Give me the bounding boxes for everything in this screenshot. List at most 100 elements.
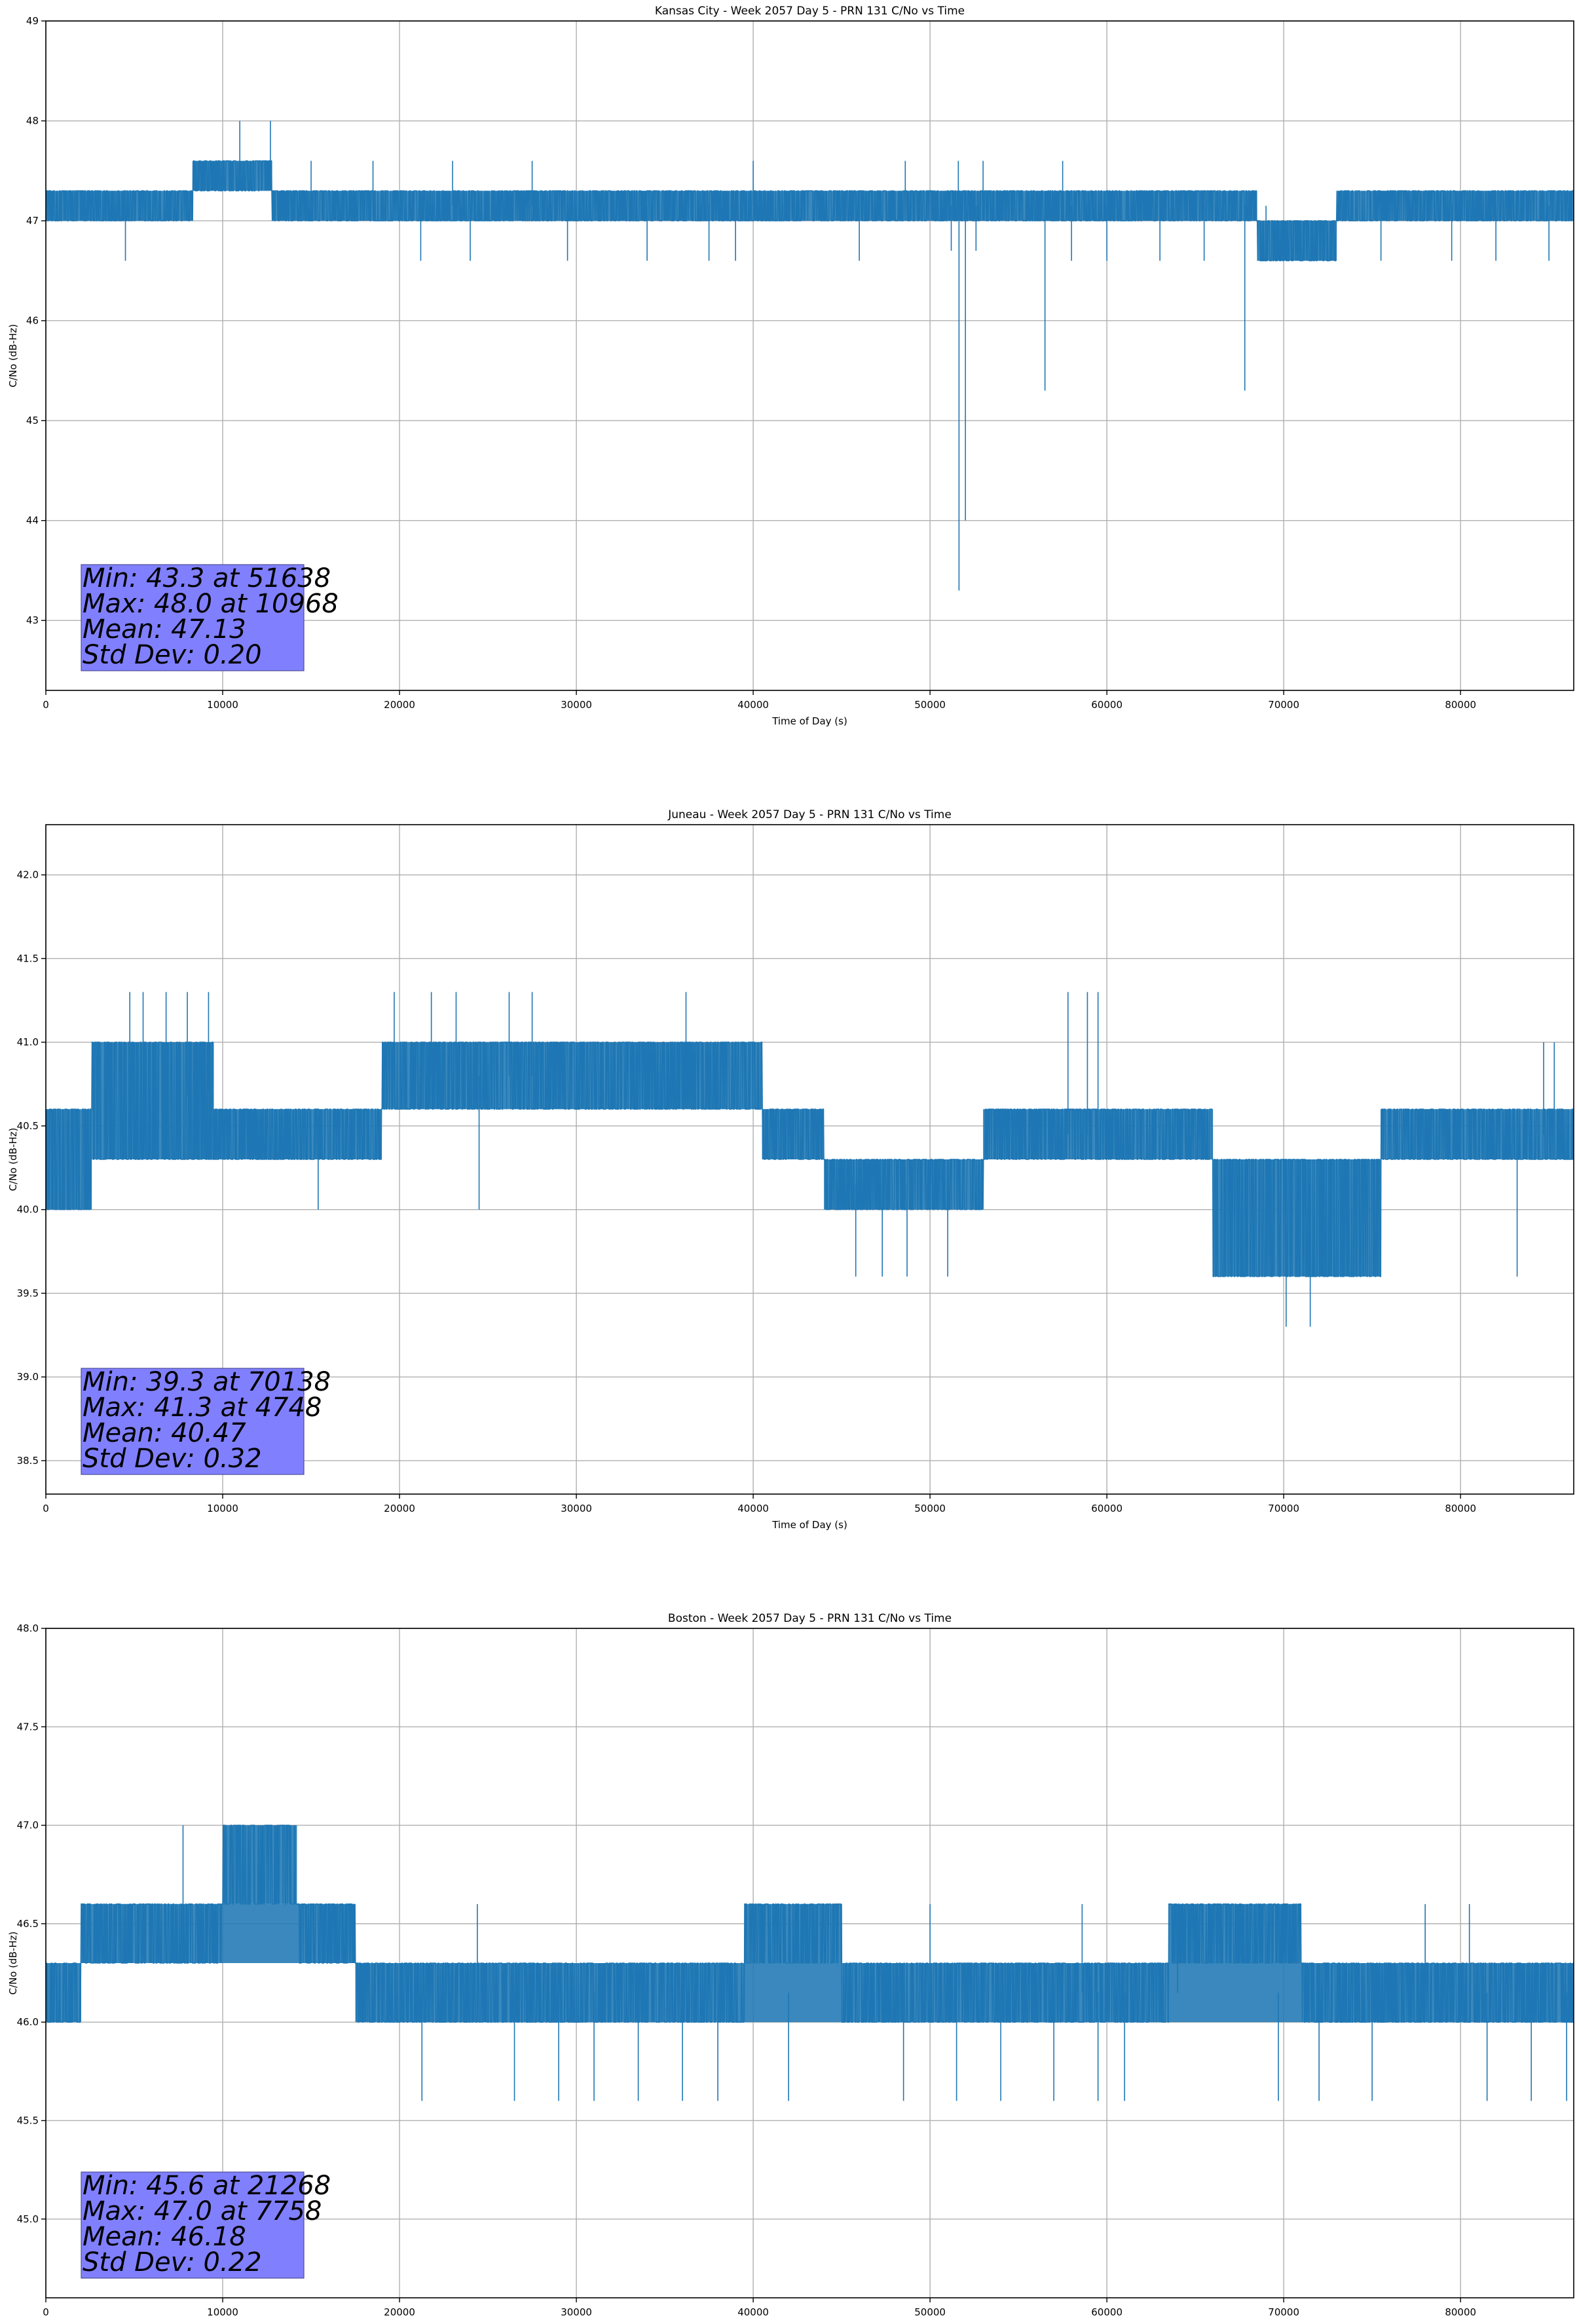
series-band: [1337, 191, 1574, 221]
series-band: [46, 1109, 92, 1210]
y-tick-label: 41.5: [17, 952, 39, 964]
series-band: [824, 1159, 984, 1210]
y-tick-label: 45.5: [17, 2114, 39, 2126]
y-tick-label: 46.5: [17, 1918, 39, 1930]
stats-background: [81, 564, 305, 671]
y-tick-label: 43: [26, 614, 39, 626]
stats-background: [81, 2171, 305, 2279]
series-band: [1213, 1159, 1381, 1277]
stats-background: [81, 1368, 305, 1475]
y-axis-label: C/No (dB-Hz): [7, 1932, 19, 1995]
stats-line: Min: 39.3 at 70138: [83, 1367, 331, 1397]
chart-panel-1: 0 10000 20000 30000 40000 50000 60000 70000 8000…: [7, 5, 1574, 727]
y-tick-label: 47.5: [17, 1721, 39, 1733]
y-tick-label: 48.0: [17, 1622, 39, 1634]
axes-frame: [45, 20, 1574, 691]
x-tick-label: 60000: [1091, 2306, 1122, 2318]
series-band: [92, 1042, 214, 1159]
x-tick-label: 50000: [914, 2306, 946, 2318]
y-axis-label: C/No (dB-Hz): [7, 1128, 19, 1191]
y-axis-label: C/No (dB-Hz): [7, 324, 19, 388]
x-tick-label: 0: [43, 699, 49, 711]
y-tick-label: 42.0: [17, 869, 39, 881]
y-tick-label: 46.0: [17, 2016, 39, 2028]
chart-title: Kansas City - Week 2057 Day 5 - PRN 131 …: [655, 5, 965, 18]
x-tick-label: 30000: [561, 1503, 592, 1514]
chart-title: Juneau - Week 2057 Day 5 - PRN 131 C/No …: [667, 808, 952, 821]
y-tick-label: 44: [26, 515, 39, 527]
series-band: [193, 160, 272, 191]
series-line-group: [46, 121, 1574, 591]
x-tick-label: 70000: [1268, 2306, 1299, 2318]
stats-line: Max: 48.0 at 10968: [83, 589, 339, 619]
x-tick-label: 10000: [207, 699, 238, 711]
x-tick-label: 0: [43, 1503, 49, 1514]
stats-line: Min: 45.6 at 21268: [83, 2171, 331, 2201]
y-tick-label: 41.0: [17, 1036, 39, 1048]
stats-line: Mean: 47.13: [83, 614, 246, 645]
stats-line: Std Dev: 0.32: [83, 1444, 262, 1474]
series-band: [762, 1109, 825, 1159]
x-tick-label: 20000: [384, 2306, 415, 2318]
x-tick-label: 60000: [1091, 699, 1122, 711]
stats-line: Mean: 40.47: [83, 1418, 246, 1448]
x-tick-label: 20000: [384, 1503, 415, 1514]
series-line-group: [46, 992, 1574, 1327]
chart-panel-2: 0 10000 20000 30000 40000 50000 60000 70000 8000…: [7, 808, 1574, 1531]
stats-line: Std Dev: 0.20: [83, 640, 262, 670]
y-tick-label: 45.0: [17, 2213, 39, 2225]
y-tick-label: 39.0: [17, 1371, 39, 1383]
series-band: [272, 191, 1257, 221]
stats-line: Mean: 46.18: [83, 2222, 246, 2252]
series-band: [382, 1042, 762, 1110]
series-band: [81, 1903, 356, 1963]
stats-line: Min: 43.3 at 51638: [83, 563, 331, 593]
y-tick-label: 48: [26, 115, 39, 127]
y-tick-label: 45: [26, 415, 39, 426]
stats-line: Max: 41.3 at 4748: [83, 1393, 322, 1423]
series-band: [1168, 1903, 1302, 1963]
x-axis-label: Time of Day (s): [771, 1519, 847, 1531]
stats-line: Max: 47.0 at 7758: [83, 2196, 322, 2226]
x-tick-label: 80000: [1445, 1503, 1476, 1514]
x-tick-label: 80000: [1445, 2306, 1476, 2318]
x-tick-label: 40000: [737, 2306, 769, 2318]
series-band: [744, 1903, 842, 1963]
chart-panel-3: 0 10000 20000 30000 40000 50000 60000 70000 8000…: [7, 1612, 1574, 2324]
x-tick-label: 40000: [737, 1503, 769, 1514]
y-tick-label: 39.5: [17, 1287, 39, 1299]
x-tick-label: 30000: [561, 699, 592, 711]
x-tick-label: 60000: [1091, 1503, 1122, 1514]
y-tick-label: 49: [26, 15, 39, 27]
series-band: [223, 1825, 297, 1904]
x-tick-label: 0: [43, 2306, 49, 2318]
axes-frame: [45, 824, 1574, 1495]
y-tick-label: 47: [26, 215, 39, 227]
x-tick-label: 20000: [384, 699, 415, 711]
series-line-group: [46, 1824, 1574, 2101]
series-band: [46, 1963, 82, 2023]
x-tick-label: 70000: [1268, 699, 1299, 711]
x-tick-label: 70000: [1268, 1503, 1299, 1514]
x-tick-label: 50000: [914, 699, 946, 711]
x-tick-label: 10000: [207, 2306, 238, 2318]
x-tick-label: 10000: [207, 1503, 238, 1514]
series-band: [213, 1109, 382, 1159]
series-band: [1381, 1109, 1574, 1159]
series-band: [46, 191, 193, 221]
y-tick-label: 38.5: [17, 1455, 39, 1467]
x-axis-label: Time of Day (s): [771, 715, 847, 727]
series-band: [1257, 221, 1337, 261]
x-tick-label: 40000: [737, 699, 769, 711]
y-tick-label: 47.0: [17, 1820, 39, 1831]
x-tick-label: 50000: [914, 1503, 946, 1514]
y-tick-label: 40.5: [17, 1120, 39, 1132]
chart-title: Boston - Week 2057 Day 5 - PRN 131 C/No …: [668, 1612, 952, 1625]
stats-line: Std Dev: 0.22: [83, 2247, 262, 2277]
y-tick-label: 40.0: [17, 1204, 39, 1216]
x-tick-label: 80000: [1445, 699, 1476, 711]
